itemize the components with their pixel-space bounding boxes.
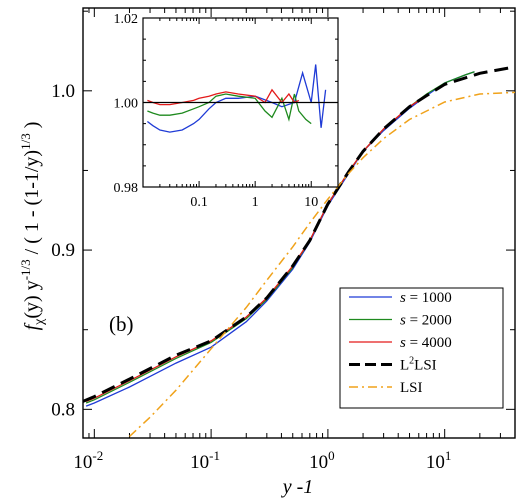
main-y-tick-label: 0.8 [51, 399, 75, 420]
main-series-group [82, 65, 516, 437]
main-x-tick-label: 101 [426, 448, 452, 473]
legend-box [339, 287, 504, 409]
series-line-lsi [128, 91, 516, 437]
main-y-tick-labels: 0.8 0.9 1.0 [51, 81, 75, 421]
legend-label: LSI [400, 380, 423, 396]
inset-y-tick-label: 0.98 [114, 181, 139, 196]
inset-x-tick-labels: 0.1 1 10 [190, 195, 318, 210]
panel-label: (b) [109, 312, 134, 336]
main-x-tick-label: 100 [309, 448, 335, 473]
inset-y-tick-label: 1.02 [114, 12, 139, 27]
inset-y-tick-labels: 0.98 1.00 1.02 [114, 12, 139, 196]
main-x-tick-label: 10-1 [190, 448, 220, 473]
inset-series-line-s-2000 [147, 93, 312, 125]
inset-axis-ticks [142, 17, 339, 188]
main-axis-ticks [82, 8, 516, 438]
inset-x-tick-label: 1 [252, 195, 259, 210]
inset-series-line-s-4000 [147, 88, 300, 106]
legend-label: L2LSI [400, 356, 437, 374]
x-axis-label: y -1 [281, 476, 314, 498]
inset-series-line-s-1000 [147, 64, 327, 133]
inset-x-tick-label: 10 [304, 195, 318, 210]
inset-series-group [143, 64, 338, 133]
inset-x-tick-label: 0.1 [190, 195, 208, 210]
legend-label: s = 4000 [400, 335, 452, 351]
legend-label: s = 1000 [400, 290, 452, 306]
inset-y-tick-label: 1.00 [114, 97, 139, 112]
legend-label: s = 2000 [400, 313, 452, 329]
main-y-tick-label: 0.9 [51, 240, 75, 261]
main-x-tick-labels: 10-2 10-1 100 101 [73, 448, 451, 473]
legend: s = 1000 s = 2000 s = 4000 L2LSI LSI [339, 287, 504, 409]
y-axis-label: fχ(y) y-1/3 / ( 1 - (1-1/y)1/3 ) [18, 122, 47, 331]
main-plot-frame [82, 7, 516, 439]
main-y-tick-label: 1.0 [51, 81, 75, 102]
main-x-tick-label: 10-2 [73, 448, 103, 473]
series-line-l-lsi [82, 65, 516, 403]
